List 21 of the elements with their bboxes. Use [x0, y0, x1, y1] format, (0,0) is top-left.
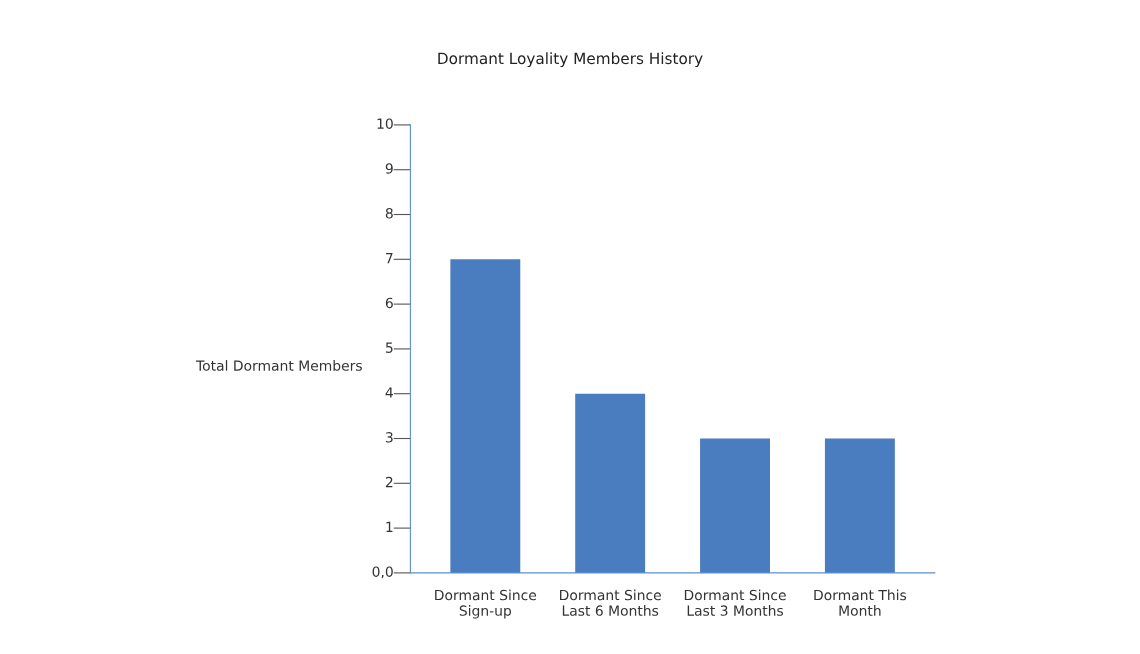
y-tick-label: 8: [385, 208, 393, 219]
y-tick-label: 3: [385, 432, 393, 443]
y-tick-label: 10: [377, 118, 393, 129]
x-tick-label: Dormant Since Last 6 Months: [560, 589, 661, 616]
x-tick-label: Dormant Since Sign-up: [435, 589, 537, 619]
y-tick-label: 2: [385, 476, 393, 488]
y-tick-label: 6: [385, 297, 393, 309]
bar: [450, 259, 521, 573]
y-tick-label: 4: [385, 387, 393, 398]
bar: [575, 393, 646, 573]
y-axis-title: Total Dormant Members: [195, 360, 362, 371]
x-tick-label: Dormant This Month: [814, 589, 907, 616]
chart-title: Dormant Loyality Members History: [438, 52, 703, 68]
bar: [700, 438, 770, 573]
y-tick-label: 9: [385, 163, 393, 174]
bar: [824, 438, 895, 573]
y-tick-label: 1: [386, 521, 393, 532]
x-tick-label: Dormant Since Last 3 Months: [684, 589, 786, 616]
y-tick-label: 7: [386, 253, 393, 264]
y-tick-label: 0,0: [372, 566, 393, 579]
y-tick-label: 5: [385, 342, 393, 353]
